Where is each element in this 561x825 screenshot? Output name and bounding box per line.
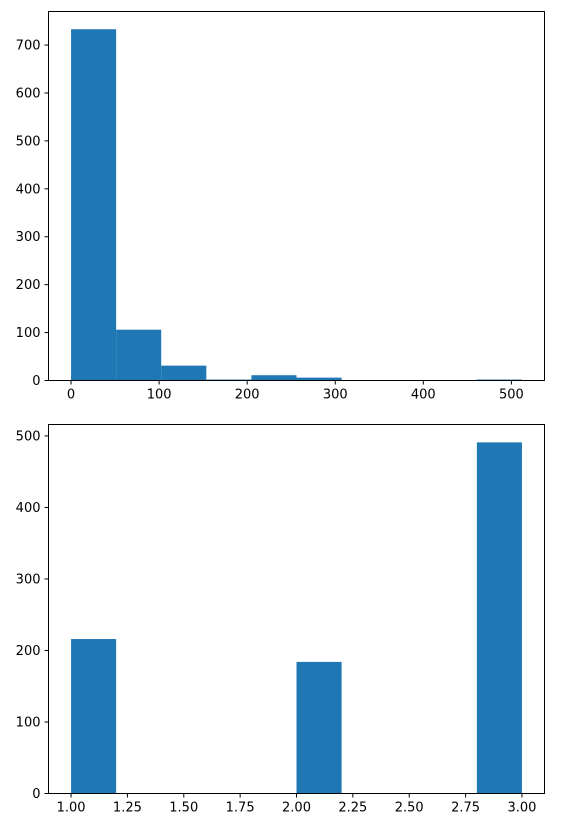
y-tick-label: 400 [16, 501, 41, 516]
histogram-bar [476, 442, 522, 794]
histogram-bar [296, 377, 342, 381]
x-tick-label: 0 [67, 388, 75, 403]
y-tick-label: 300 [16, 572, 41, 587]
x-tick-label: 500 [499, 388, 524, 403]
x-tick-label: 200 [235, 388, 260, 403]
x-tick-label: 1.75 [226, 801, 255, 816]
y-tick-label: 300 [16, 230, 41, 245]
x-tick-label: 400 [411, 388, 436, 403]
y-tick-label: 700 [16, 39, 41, 54]
histogram-bar [161, 365, 207, 381]
x-tick-label: 100 [147, 388, 172, 403]
y-tick-label: 500 [16, 429, 41, 444]
y-tick-label: 600 [16, 86, 41, 101]
x-tick-label: 2.75 [451, 801, 480, 816]
x-tick-label: 300 [323, 388, 348, 403]
y-tick-label: 500 [16, 134, 41, 149]
y-tick-label: 200 [16, 644, 41, 659]
y-tick-label: 200 [16, 278, 41, 293]
x-tick-label: 2.25 [338, 801, 367, 816]
x-tick-label: 2.50 [395, 801, 424, 816]
x-tick-label: 2.00 [282, 801, 311, 816]
histogram-panel-top: 0 100 200 300 400 500 0 100 200 300 400 500 600 700 [16, 11, 545, 403]
x-tick-label: 1.25 [113, 801, 142, 816]
y-tick-label: 400 [16, 182, 41, 197]
axes-frame [48, 11, 545, 381]
y-tick-label: 100 [16, 326, 41, 341]
y-tick-label: 100 [16, 715, 41, 730]
histogram-bar [251, 375, 297, 381]
histogram-bar [71, 29, 117, 381]
x-tick-label: 3.00 [507, 801, 536, 816]
histogram-bar [71, 639, 117, 794]
histogram-bar [116, 329, 162, 381]
x-tick-label: 1.00 [57, 801, 86, 816]
histogram-bar [296, 661, 342, 794]
x-tick-label: 1.50 [169, 801, 198, 816]
y-tick-label: 0 [32, 374, 40, 389]
histogram-panel-bottom: 1.00 1.25 1.50 1.75 2.00 2.25 2.50 2.75 3.00 0 100… [16, 424, 545, 816]
y-tick-label: 0 [32, 787, 40, 802]
